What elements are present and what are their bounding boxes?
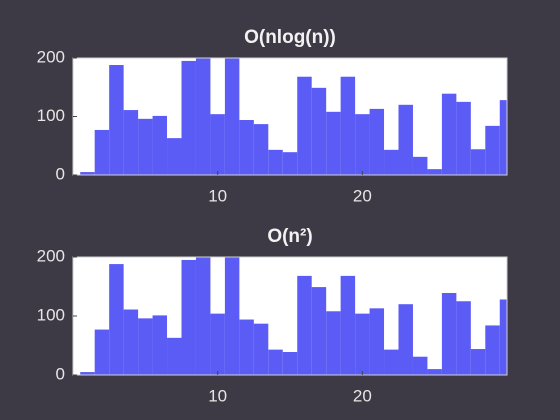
- bar: [195, 58, 211, 175]
- bar: [94, 329, 110, 375]
- bar: [398, 304, 413, 375]
- bar: [253, 124, 269, 175]
- bar: [499, 100, 507, 175]
- bar: [369, 108, 385, 175]
- bar: [311, 87, 327, 175]
- bar: [412, 356, 428, 375]
- chart-title: O(nlog(n)): [244, 27, 336, 48]
- bar: [123, 110, 139, 175]
- bar: [441, 292, 457, 375]
- y-tick-label: 0: [56, 164, 65, 183]
- bar: [239, 319, 254, 375]
- bar: [340, 76, 356, 175]
- bar: [138, 118, 153, 175]
- bar: [340, 275, 356, 375]
- bar: [470, 149, 486, 175]
- bar: [499, 299, 507, 375]
- bar: [210, 114, 225, 175]
- x-tick-label: 20: [353, 386, 372, 405]
- bar: [224, 58, 240, 175]
- bar: [412, 156, 428, 175]
- bar: [427, 369, 442, 375]
- bar: [485, 325, 500, 375]
- bar: [210, 313, 225, 375]
- bar: [138, 318, 153, 375]
- bar: [167, 337, 182, 375]
- y-tick-label: 100: [37, 106, 65, 125]
- x-tick-label: 10: [208, 186, 227, 205]
- x-tick-label: 20: [353, 186, 372, 205]
- bar: [80, 172, 95, 175]
- bar: [152, 115, 168, 175]
- bar: [427, 169, 442, 175]
- bar: [384, 149, 399, 175]
- bar: [326, 111, 341, 175]
- bar: [456, 101, 471, 175]
- bar: [355, 313, 370, 375]
- bar: [94, 129, 110, 175]
- bars: [80, 58, 507, 175]
- bar: [167, 138, 182, 175]
- bar: [355, 114, 370, 175]
- bar: [311, 287, 327, 375]
- y-tick-label: 200: [37, 47, 65, 66]
- bar: [369, 308, 385, 375]
- bar: [224, 257, 240, 375]
- bar: [152, 315, 168, 375]
- bar: [297, 275, 312, 375]
- bar: [253, 323, 269, 375]
- y-tick-label: 200: [37, 246, 65, 265]
- bar: [239, 120, 254, 175]
- bar: [181, 60, 196, 175]
- bar: [109, 264, 124, 375]
- bar: [441, 93, 457, 175]
- bar: [123, 309, 139, 375]
- chart-title: O(n²): [267, 226, 312, 247]
- y-tick-label: 100: [37, 305, 65, 324]
- bar: [268, 349, 283, 375]
- bar: [456, 301, 471, 375]
- bar: [398, 104, 413, 175]
- bar: [80, 372, 95, 375]
- bar: [297, 76, 312, 175]
- y-tick-label: 0: [56, 364, 65, 383]
- bar: [195, 257, 211, 375]
- bars: [80, 257, 507, 375]
- bar: [282, 152, 298, 175]
- x-tick-label: 10: [208, 386, 227, 405]
- bar: [470, 349, 486, 375]
- bar: [485, 125, 500, 175]
- bar: [384, 349, 399, 375]
- bar: [181, 259, 196, 375]
- bar: [268, 149, 283, 175]
- bar: [109, 65, 124, 175]
- bar: [326, 311, 341, 375]
- bar: [282, 351, 298, 375]
